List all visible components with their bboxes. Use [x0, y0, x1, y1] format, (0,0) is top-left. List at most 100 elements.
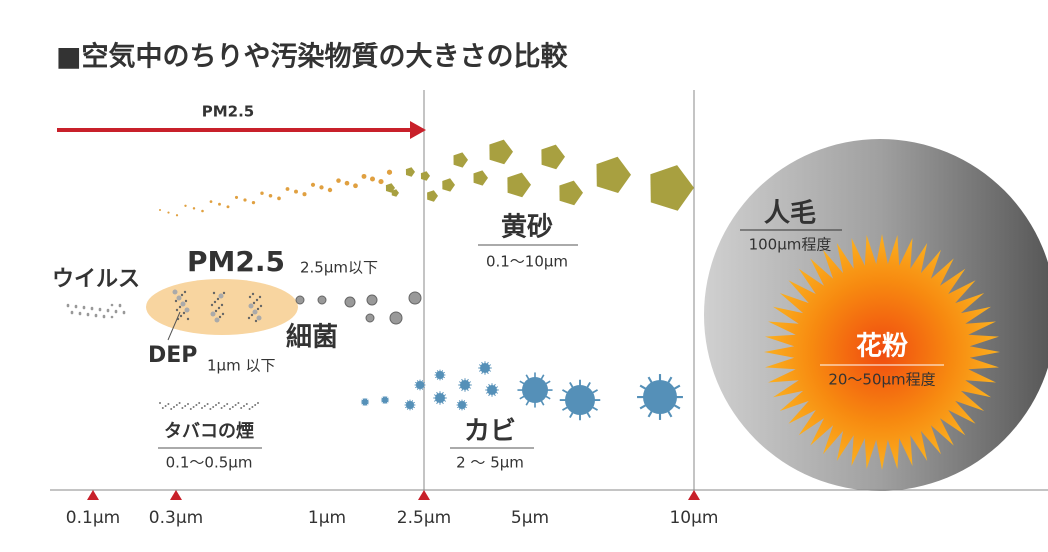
smoke-dot	[178, 402, 181, 404]
dep-dot	[213, 300, 217, 304]
smoke-dot	[220, 407, 223, 409]
dep-dot	[214, 309, 218, 313]
virus-dot	[102, 315, 106, 319]
smoke-dot	[231, 406, 234, 408]
dep-dot	[218, 293, 224, 299]
pm25-area	[146, 279, 298, 335]
label-size: 0.1〜0.5μm	[166, 454, 253, 472]
tick-label: 10μm	[669, 508, 718, 528]
sand-dot	[370, 176, 375, 182]
virus-dot	[90, 307, 94, 311]
mold-particle	[522, 377, 548, 403]
smoke-dot	[192, 406, 195, 408]
sand-dot	[167, 211, 170, 214]
smoke-dot	[170, 408, 173, 410]
sand-particle	[405, 167, 415, 177]
mold-particle	[436, 371, 444, 379]
bacteria-sphere	[389, 311, 403, 325]
smoke-dot	[167, 403, 170, 405]
smoke-dot	[217, 402, 220, 404]
sand-particle	[559, 180, 583, 206]
smoke-dot	[223, 405, 226, 407]
tick-marker	[688, 490, 700, 500]
tick-label: 5μm	[511, 508, 549, 528]
virus-dot	[94, 314, 98, 318]
sand-dot	[327, 187, 333, 193]
smoke-dot	[159, 402, 161, 404]
bacteria-sphere	[365, 313, 375, 323]
sand-dot	[175, 214, 179, 217]
smoke-dot	[229, 408, 231, 410]
sand-particle	[473, 170, 488, 186]
smoke-dot	[243, 405, 245, 407]
label: カビ	[464, 417, 516, 447]
virus-dot	[66, 304, 70, 308]
label: タバコの煙	[164, 421, 254, 442]
sand-dot	[251, 200, 256, 205]
dep-dot	[210, 303, 214, 307]
sand-particle	[385, 183, 395, 193]
sand-particle	[391, 189, 399, 197]
bacteria-sphere	[295, 295, 305, 305]
sand-dot	[159, 209, 161, 211]
pollen-shape	[764, 234, 1000, 470]
smoke-dot	[206, 403, 209, 405]
dep-dot	[184, 299, 188, 303]
smoke-dot	[257, 402, 259, 404]
mold-particle	[406, 401, 414, 409]
dep-dot	[254, 319, 258, 323]
dep-dot	[221, 312, 225, 316]
title: ■空気中のちりや汚染物質の大きさの比較	[56, 41, 569, 73]
sand-particle	[596, 156, 631, 193]
smoke-dot	[226, 403, 229, 405]
tick-label: 2.5μm	[397, 508, 451, 528]
tick-label: 0.3μm	[149, 508, 203, 528]
virus-dot	[110, 303, 114, 307]
dep-dot	[175, 308, 179, 312]
smoke-dot	[187, 403, 189, 405]
tick-label: 0.1μm	[66, 508, 120, 528]
dep-dot	[222, 291, 226, 295]
dep-dot	[248, 295, 252, 299]
tick-label: 1μm	[308, 508, 346, 528]
sand-dot	[285, 187, 290, 191]
smoke-dot	[245, 403, 248, 405]
dep-dot	[182, 311, 186, 315]
sand-dot	[260, 191, 264, 195]
dep-dot	[179, 314, 183, 318]
sand-dot	[234, 195, 239, 199]
smoke-dot	[240, 407, 243, 409]
mold-particle	[416, 381, 424, 389]
pointer	[167, 311, 181, 341]
label: DEP	[148, 343, 197, 368]
dep-dot	[180, 293, 184, 297]
dep-dot	[184, 307, 190, 313]
smoke-dot	[195, 404, 198, 406]
bacteria-sphere	[317, 295, 327, 305]
virus-dot	[74, 305, 78, 309]
virus-dot	[78, 312, 82, 316]
label: 花粉	[856, 332, 908, 362]
sand-dot	[268, 194, 273, 198]
smoke-dot	[237, 402, 240, 404]
sand-dot	[336, 178, 341, 183]
mold-particle	[435, 393, 445, 403]
bacteria-sphere	[366, 294, 378, 306]
sand-particle	[420, 171, 430, 181]
sand-dot	[243, 198, 247, 202]
smoke-dot	[173, 406, 175, 408]
dep-dot	[220, 303, 224, 307]
smoke-dot	[254, 404, 257, 406]
sand-dot	[218, 202, 221, 206]
label-size: 2.5μm以下	[300, 259, 378, 277]
smoke-dot	[181, 407, 184, 409]
virus-dot	[110, 315, 114, 319]
dep-dot	[251, 292, 255, 296]
sand-dot	[319, 185, 324, 190]
dep-dot	[218, 315, 222, 319]
smoke-dot	[198, 402, 201, 404]
dep-dot	[256, 307, 260, 311]
label-size: 1μm 以下	[207, 357, 275, 375]
label: 黄砂	[501, 213, 553, 243]
virus-dot	[82, 306, 86, 310]
